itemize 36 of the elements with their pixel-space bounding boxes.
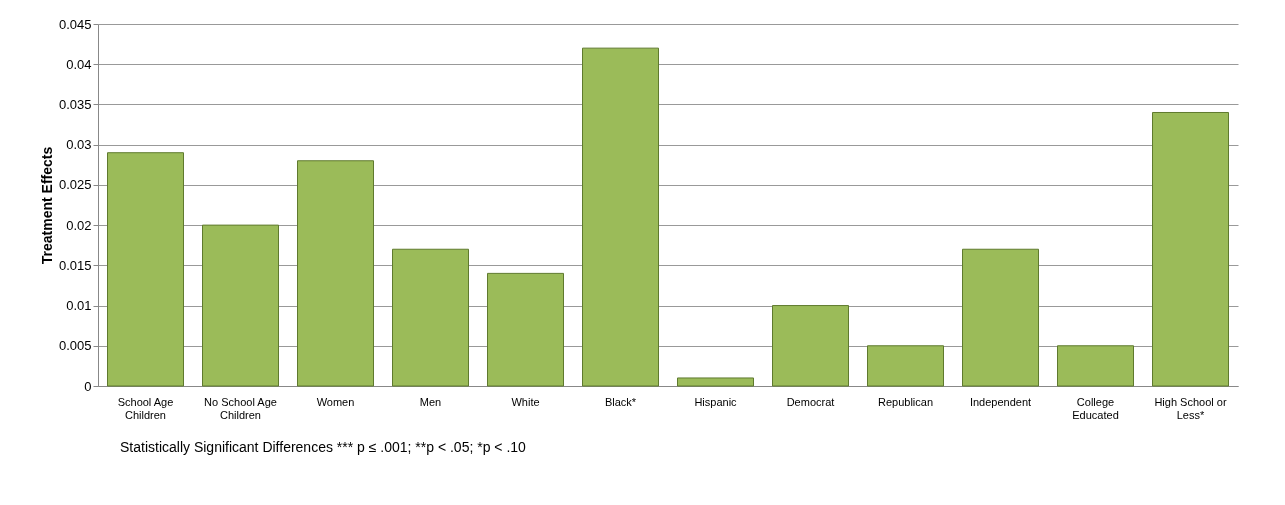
bar	[772, 305, 849, 387]
y-tick-label: 0.01	[66, 298, 92, 314]
x-tick-label: School Age Children	[117, 395, 174, 421]
bar	[677, 377, 754, 387]
y-tick-label: 0	[84, 378, 92, 394]
bar	[1152, 111, 1229, 387]
bar	[962, 248, 1039, 387]
bar	[582, 47, 659, 387]
x-tick-label: Men	[419, 395, 442, 408]
y-tick-label: 0.025	[58, 177, 92, 193]
x-tick-label: No School Age Children	[204, 395, 277, 421]
bar	[867, 345, 944, 387]
bar	[202, 224, 279, 387]
x-tick-label: Republican	[877, 395, 934, 408]
x-tick-label: College Educated	[1072, 395, 1119, 421]
bar	[1057, 345, 1134, 387]
bar	[487, 272, 564, 387]
y-tick-label: 0.035	[58, 96, 92, 112]
y-tick-label: 0.03	[66, 137, 92, 153]
bar	[107, 152, 184, 387]
y-tick-label: 0.015	[58, 257, 92, 273]
x-tick-label: Democrat	[786, 395, 835, 408]
y-tick-label: 0.045	[58, 16, 92, 32]
x-tick-label: Women	[316, 395, 355, 408]
y-tick-label: 0.005	[58, 338, 92, 354]
bar	[392, 248, 469, 387]
text: Statistically Significant Differences *** p ≤ .001; **p < .05; *p < .10	[120, 439, 527, 455]
y-axis-title: Treatment Effects	[38, 146, 55, 265]
x-tick-label: Independent	[969, 395, 1032, 408]
y-tick-label: 0.02	[66, 217, 92, 233]
x-tick-label: Black*	[604, 395, 637, 408]
x-tick-label: White	[511, 395, 540, 408]
bar	[297, 160, 374, 387]
y-tick-label: 0.04	[66, 56, 92, 72]
x-tick-label: Hispanic	[694, 395, 738, 408]
x-tick-label: High School or Less*	[1154, 395, 1227, 421]
